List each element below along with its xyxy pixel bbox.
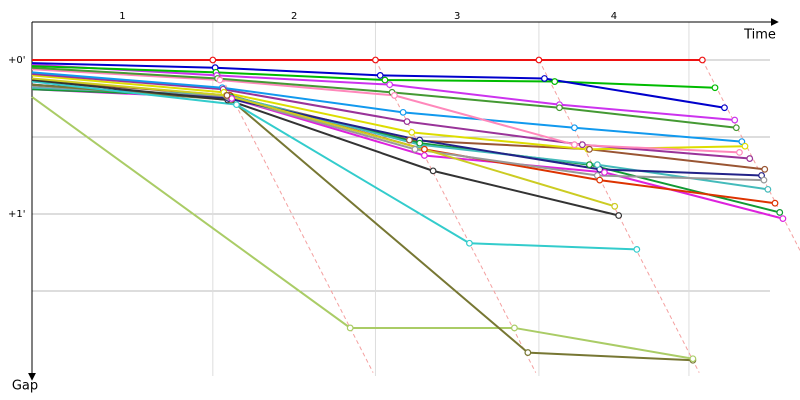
lap-point	[633, 246, 641, 253]
series-line	[31, 83, 693, 362]
series-line	[31, 77, 615, 208]
lap-point	[738, 138, 746, 146]
lap-point	[731, 116, 739, 124]
lap-point	[406, 136, 413, 144]
series-line	[31, 96, 694, 360]
lap-point	[391, 92, 398, 99]
lap-point	[578, 141, 586, 149]
lap-point	[689, 355, 697, 363]
lap-point	[466, 239, 473, 247]
lap-point	[411, 145, 419, 153]
lap-point	[732, 124, 740, 132]
lap-point	[593, 161, 601, 169]
lap-label: 4	[611, 11, 617, 22]
y-tick-label: +0'	[8, 55, 26, 66]
lap-point	[216, 76, 224, 84]
lap-point	[429, 167, 437, 175]
lap-point	[615, 212, 623, 219]
lap-point	[761, 165, 769, 173]
lap-point	[209, 56, 217, 64]
lap-point	[381, 76, 389, 84]
leader-lap-line	[375, 59, 537, 373]
lap-label: 2	[291, 11, 297, 22]
lap-point	[524, 349, 532, 356]
lap-point	[233, 101, 240, 109]
lap-point	[511, 324, 518, 332]
lap-point	[421, 145, 428, 153]
lap-point	[698, 56, 706, 64]
series-line	[31, 80, 637, 251]
lap-point	[760, 176, 768, 184]
lap-point	[376, 71, 384, 79]
lap-point	[399, 108, 407, 116]
lap-point	[223, 92, 231, 99]
lap-point	[571, 141, 578, 149]
lap-label: 1	[119, 11, 125, 22]
lap-point	[746, 155, 754, 162]
leader-lap-line	[212, 59, 374, 373]
lap-point	[571, 124, 578, 132]
lap-point	[541, 75, 548, 82]
lap-point	[779, 215, 787, 223]
lap-point	[403, 118, 411, 125]
series-line	[31, 66, 737, 129]
lap-point	[721, 104, 728, 112]
lap-point	[556, 104, 563, 112]
y-tick-label: +1'	[8, 209, 26, 220]
lap-point	[711, 84, 719, 92]
lap-point	[416, 139, 424, 147]
lap-point	[535, 56, 543, 64]
y-axis-label: Gap	[12, 379, 38, 394]
lap-point	[771, 199, 779, 207]
lap-point	[611, 202, 619, 210]
lap-point	[596, 176, 604, 184]
lap-point	[386, 81, 394, 89]
lap-point	[776, 209, 784, 216]
series-line	[31, 88, 784, 220]
lap-point	[408, 128, 416, 136]
lap-point	[736, 148, 743, 156]
lap-point	[586, 161, 593, 169]
lap-point	[764, 185, 772, 193]
series-line	[31, 79, 619, 217]
x-axis-label: Time	[743, 28, 776, 43]
lap-point	[228, 95, 236, 102]
lap-point	[421, 152, 428, 159]
series-line	[31, 85, 764, 182]
lap-point	[551, 78, 559, 85]
lap-label: 3	[454, 11, 460, 22]
lap-point	[586, 145, 593, 153]
lap-point	[346, 324, 354, 332]
lap-point	[601, 169, 608, 176]
lap-point	[372, 56, 379, 64]
lap-point	[741, 142, 749, 150]
